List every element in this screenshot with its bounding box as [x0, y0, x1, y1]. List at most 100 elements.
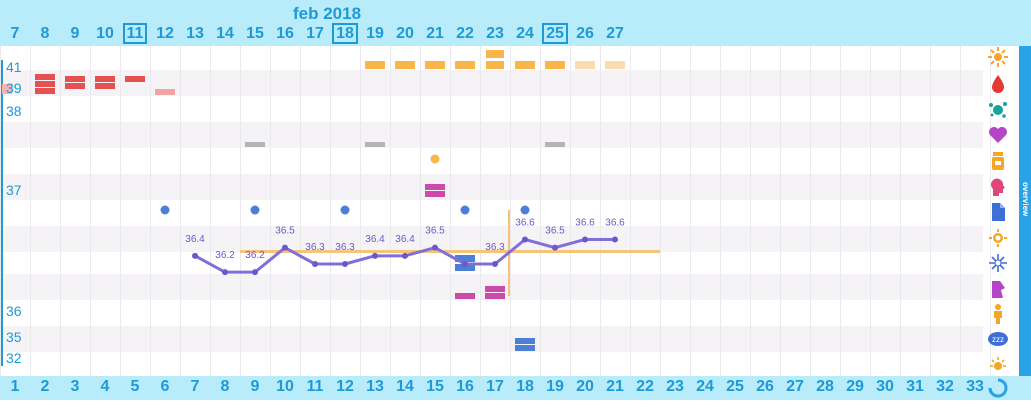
cycle-day[interactable]: 17 [486, 378, 504, 395]
header-date[interactable]: 10 [90, 25, 120, 43]
header-date[interactable]: 20 [390, 25, 420, 43]
person-icon[interactable] [987, 303, 1009, 325]
temperature-point [612, 236, 618, 243]
sleep-zzz-icon[interactable]: zzz [987, 328, 1009, 350]
cycle-day[interactable]: 13 [366, 378, 384, 395]
temperature-point [372, 252, 378, 259]
header-date[interactable]: 11 [120, 23, 150, 44]
header-date[interactable]: 15 [240, 25, 270, 43]
header-date[interactable]: 25 [540, 23, 570, 44]
header-date-label: 14 [216, 25, 234, 42]
cycle-day[interactable]: 29 [846, 378, 864, 395]
fertile-mark [365, 61, 385, 69]
cycle-day[interactable]: 10 [276, 378, 294, 395]
cycle-day[interactable]: 26 [756, 378, 774, 395]
temperature-point [462, 261, 468, 267]
cycle-day[interactable]: 31 [906, 378, 924, 395]
cycle-day[interactable]: 25 [726, 378, 744, 395]
cycle-day[interactable]: 15 [426, 378, 444, 395]
header-date-label: 19 [366, 25, 384, 42]
cycle-day[interactable]: 9 [250, 378, 260, 395]
document-icon[interactable] [987, 201, 1009, 223]
event-dot [160, 205, 170, 215]
cycle-day[interactable]: 22 [636, 378, 654, 395]
cycle-day[interactable]: 3 [70, 378, 80, 395]
header-date[interactable]: 19 [360, 25, 390, 43]
blood-drop-icon[interactable] [987, 72, 1009, 94]
y-axis-label: 32 [6, 350, 22, 366]
cycle-day[interactable]: 33 [966, 378, 984, 395]
header-date[interactable]: 21 [420, 25, 450, 43]
cycle-day[interactable]: 5 [130, 378, 140, 395]
header-date-label: 22 [456, 25, 474, 42]
symptom-mark [455, 293, 475, 299]
sparkle-icon[interactable] [987, 252, 1009, 274]
header-date[interactable]: 7 [0, 25, 30, 43]
period-spotting-mark [155, 89, 175, 95]
cycle-day[interactable]: 7 [190, 378, 200, 395]
cycle-day[interactable]: 16 [456, 378, 474, 395]
header-date[interactable]: 23 [480, 25, 510, 43]
fertile-mark [515, 61, 535, 69]
grid-band [0, 122, 983, 148]
cycle-day[interactable]: 11 [306, 378, 324, 395]
cycle-day[interactable]: 14 [396, 378, 414, 395]
cycle-day[interactable]: 1 [10, 378, 20, 395]
cycle-day[interactable]: 4 [100, 378, 110, 395]
sun-small-icon[interactable] [987, 354, 1009, 376]
temperature-label: 36.3 [305, 242, 325, 253]
period-mark [35, 81, 55, 87]
cycle-day[interactable]: 8 [220, 378, 230, 395]
header-date[interactable]: 26 [570, 25, 600, 43]
cycle-day[interactable]: 19 [546, 378, 564, 395]
head-icon[interactable] [987, 176, 1009, 198]
cycle-day[interactable]: 12 [336, 378, 354, 395]
pill-bottle-icon[interactable] [987, 150, 1009, 172]
header-date[interactable]: 24 [510, 25, 540, 43]
header-date-label: 9 [70, 25, 80, 42]
cycle-day[interactable]: 27 [786, 378, 804, 395]
cycle-day[interactable]: 18 [516, 378, 534, 395]
header-date[interactable]: 13 [180, 25, 210, 43]
fertile-mark-light [605, 61, 625, 69]
body-icon[interactable] [987, 278, 1009, 300]
cycle-day[interactable]: 32 [936, 378, 954, 395]
cycle-day[interactable]: 6 [160, 378, 170, 395]
overview-tab[interactable] [1019, 46, 1031, 376]
header-date-label: 23 [486, 25, 504, 42]
header-date[interactable]: 9 [60, 25, 90, 43]
heart-icon[interactable] [987, 124, 1009, 146]
cycle-day[interactable]: 28 [816, 378, 834, 395]
cycle-day[interactable]: 21 [606, 378, 624, 395]
cycle-day[interactable]: 24 [696, 378, 714, 395]
temperature-point [522, 236, 528, 243]
cycle-day[interactable]: 30 [876, 378, 894, 395]
header-date[interactable]: 8 [30, 25, 60, 43]
header-date-label: 7 [10, 25, 20, 42]
period-mark [35, 88, 55, 94]
header-date[interactable]: 14 [210, 25, 240, 43]
sun-gear-icon[interactable] [987, 227, 1009, 249]
temperature-point [402, 252, 408, 259]
header-date-label: 20 [396, 25, 414, 42]
overview-label[interactable]: overview [1021, 182, 1030, 217]
header-date[interactable]: 17 [300, 25, 330, 43]
header-date[interactable]: 27 [600, 25, 630, 43]
sun-flower-icon[interactable] [987, 46, 1009, 68]
cycle-day[interactable]: 20 [576, 378, 594, 395]
note-dash [245, 142, 265, 147]
header-date[interactable]: 18 [330, 23, 360, 44]
refresh-icon[interactable] [987, 377, 1009, 399]
cycle-day[interactable]: 2 [40, 378, 50, 395]
splat-icon[interactable] [987, 98, 1009, 120]
temperature-label: 36.6 [515, 217, 535, 228]
event-dot [430, 154, 440, 164]
event-dot [340, 205, 350, 215]
header-date[interactable]: 12 [150, 25, 180, 43]
header-date[interactable]: 16 [270, 25, 300, 43]
temperature-point [552, 244, 558, 251]
cycle-day[interactable]: 23 [666, 378, 684, 395]
header-date[interactable]: 22 [450, 25, 480, 43]
header-date-label: 26 [576, 25, 594, 42]
